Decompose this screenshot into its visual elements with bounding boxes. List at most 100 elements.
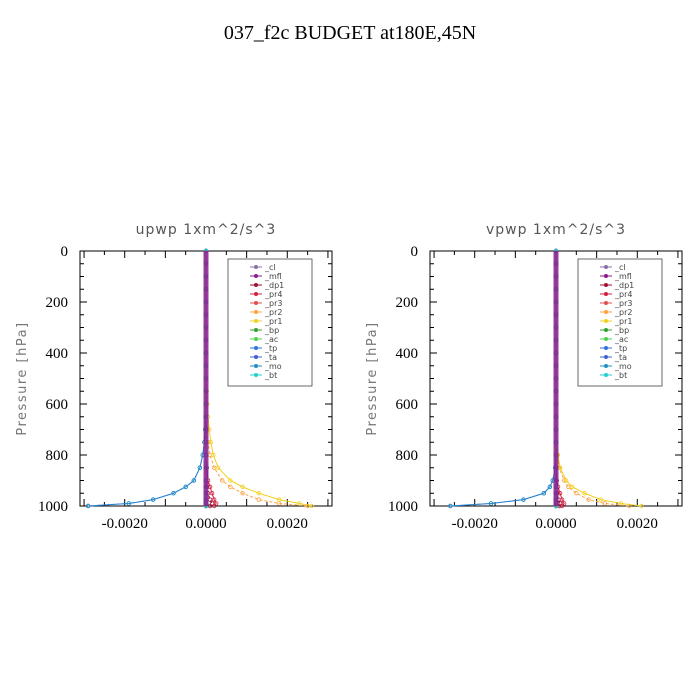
legend-swatch-marker — [604, 301, 608, 305]
legend-swatch-marker — [604, 346, 608, 350]
x-tick-label: -0.0020 — [102, 516, 148, 532]
data-point — [191, 478, 197, 483]
legend-label: _pr2 — [614, 308, 632, 317]
legend-swatch-marker — [604, 373, 608, 377]
data-point — [211, 497, 217, 502]
data-point — [521, 497, 526, 502]
legend-swatch-marker — [604, 364, 608, 368]
legend-swatch-marker — [604, 292, 608, 296]
data-point — [208, 440, 214, 445]
y-tick-label: 400 — [396, 346, 419, 362]
legend-swatch-marker — [254, 274, 258, 278]
chart-panel-2: vpwp 1xm^2/s^3 Pressure [hPa] 0 200 400 600 80… — [365, 222, 683, 532]
legend-label: _pr3 — [614, 299, 632, 308]
y-tick-label: 1000 — [388, 499, 418, 515]
legend: _cl_mfl_dp1_pr4_pr3_pr2_pr1_bp_ac_tp_ta_… — [577, 258, 663, 387]
legend-swatch-marker — [254, 283, 258, 287]
legend-label: _ta — [264, 353, 277, 362]
data-point — [211, 503, 217, 509]
x-tick-label: -0.0020 — [452, 516, 498, 532]
legend-label: _ac — [264, 335, 278, 344]
data-point — [240, 491, 245, 496]
legend-label: _cl — [614, 263, 626, 272]
data-point — [598, 497, 603, 502]
y-tick-label: 800 — [46, 448, 69, 464]
data-point — [126, 501, 131, 506]
data-point — [547, 484, 553, 490]
legend-swatch-marker — [604, 355, 608, 359]
y-axis-label: Pressure [hPa] — [15, 321, 30, 435]
data-point — [220, 478, 225, 483]
legend-swatch-marker — [604, 319, 608, 323]
series-mo — [85, 248, 209, 509]
legend-label: _mo — [614, 362, 632, 371]
y-tick-label: 200 — [396, 295, 419, 311]
y-tick-label: 400 — [46, 346, 69, 362]
data-point — [586, 497, 591, 502]
series-line — [450, 251, 557, 507]
legend-swatch-marker — [254, 355, 258, 359]
legend-swatch-marker — [254, 265, 258, 269]
legend-swatch-marker — [254, 310, 258, 314]
data-point — [309, 503, 314, 509]
series-mo — [448, 248, 559, 509]
y-axis-label: Pressure [hPa] — [365, 321, 380, 435]
data-point — [183, 484, 188, 490]
data-point — [559, 497, 565, 502]
legend-swatch-marker — [604, 328, 608, 332]
data-point — [240, 484, 245, 490]
series-line — [450, 251, 557, 507]
data-point — [570, 484, 575, 490]
data-point — [211, 452, 216, 458]
center-overplot — [203, 251, 209, 506]
legend-swatch-marker — [254, 373, 258, 377]
legend-swatch-marker — [254, 364, 258, 368]
legend-label: _pr4 — [614, 290, 632, 299]
series-tp — [85, 248, 209, 509]
data-point — [211, 465, 217, 470]
legend-swatch-marker — [254, 319, 258, 323]
x-tick-label: 0.0000 — [185, 516, 226, 532]
y-tick-label: 0 — [61, 244, 69, 260]
legend-swatch-marker — [254, 292, 258, 296]
data-point — [209, 491, 215, 496]
legend-swatch-marker — [254, 301, 258, 305]
legend: _cl_mfl_dp1_pr4_pr3_pr2_pr1_bp_ac_tp_ta_… — [227, 258, 313, 387]
data-point — [150, 497, 156, 502]
data-point — [297, 501, 302, 506]
data-point — [618, 501, 624, 506]
data-point — [563, 478, 569, 483]
legend-label: _bp — [264, 326, 279, 335]
y-tick-label: 200 — [46, 295, 69, 311]
data-point — [574, 491, 579, 496]
x-tick-label: 0.0000 — [535, 516, 576, 532]
series-tp — [448, 248, 559, 509]
data-point — [541, 491, 547, 496]
legend-label: _bp — [614, 326, 629, 335]
legend-label: _mfl — [264, 272, 282, 281]
data-point — [559, 503, 565, 509]
legend-label: _ta — [614, 353, 627, 362]
legend-label: _tp — [614, 344, 627, 353]
legend-box — [577, 258, 663, 387]
legend-label: _pr1 — [264, 317, 282, 326]
legend-label: _mo — [264, 362, 282, 371]
y-tick-label: 1000 — [38, 499, 68, 515]
data-point — [488, 501, 494, 506]
legend-label: _ac — [614, 335, 628, 344]
x-tick-label: 0.0020 — [617, 516, 658, 532]
legend-label: _pr3 — [264, 299, 282, 308]
legend-label: _mfl — [614, 272, 632, 281]
data-point — [197, 465, 203, 470]
y-tick-label: 600 — [396, 397, 419, 413]
legend-swatch-marker — [604, 274, 608, 278]
data-point — [256, 491, 262, 496]
data-point — [228, 478, 233, 483]
legend-swatch-marker — [254, 346, 258, 350]
data-point — [639, 503, 644, 509]
series-line — [88, 251, 207, 507]
legend-swatch-marker — [604, 265, 608, 269]
data-point — [171, 491, 176, 496]
legend-label: _cl — [264, 263, 276, 272]
